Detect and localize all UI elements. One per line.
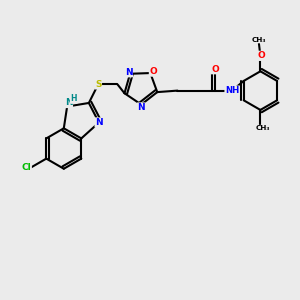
Text: CH₃: CH₃ xyxy=(256,125,271,131)
Text: Cl: Cl xyxy=(22,163,31,172)
Text: NH: NH xyxy=(225,86,239,95)
Text: O: O xyxy=(211,65,219,74)
Text: O: O xyxy=(258,51,266,60)
Text: N: N xyxy=(95,118,103,127)
Text: N: N xyxy=(125,68,132,77)
Text: H: H xyxy=(70,94,77,103)
Text: O: O xyxy=(149,67,157,76)
Text: N: N xyxy=(137,103,145,112)
Text: CH₃: CH₃ xyxy=(252,37,266,43)
Text: N: N xyxy=(65,98,72,107)
Text: S: S xyxy=(95,80,101,89)
